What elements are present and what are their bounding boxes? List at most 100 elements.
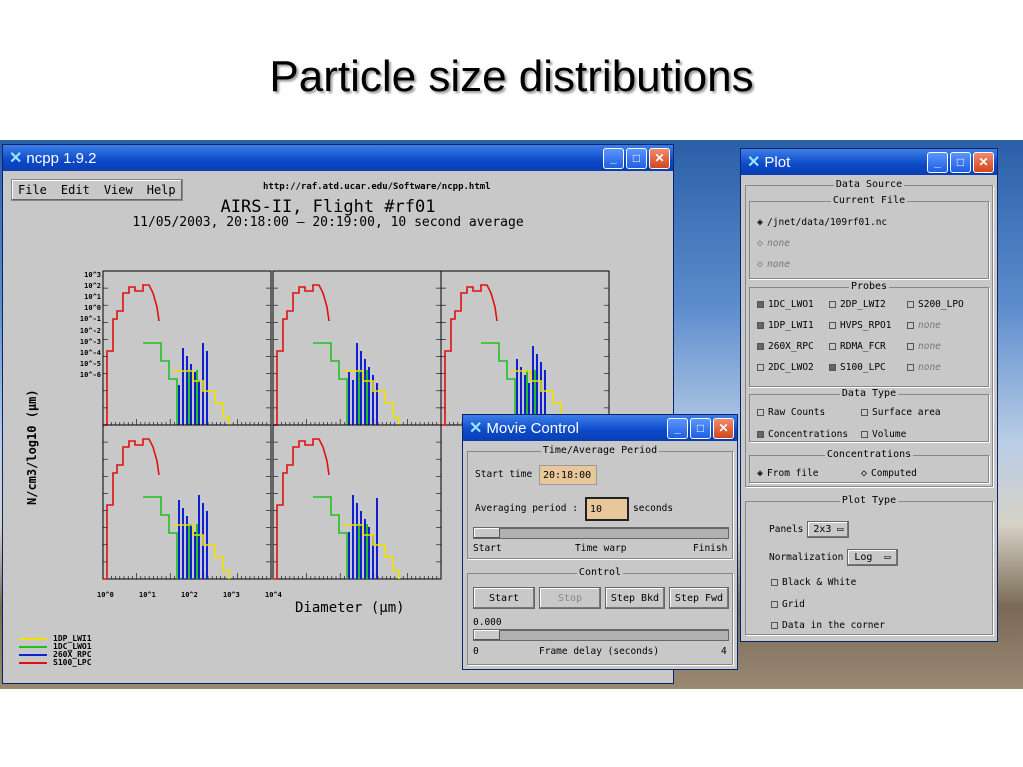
delay-max-label: 4 <box>721 646 727 657</box>
start-time-input[interactable]: 20:18:00 <box>539 465 597 485</box>
probe-checkbox[interactable]: 2DC_LWO2 <box>757 362 814 373</box>
datatype-concentrations[interactable]: Concentrations <box>757 429 848 440</box>
step-forward-button[interactable]: Step Fwd <box>669 587 729 609</box>
minimize-button[interactable]: _ <box>927 151 948 173</box>
radio-icon: ◇ <box>757 238 764 249</box>
y-tick-label: 10^1 <box>84 293 101 302</box>
probe-label: 1DP_LWI1 <box>768 320 814 331</box>
checkbox-icon <box>771 601 778 608</box>
ncpp-titlebar[interactable]: ✕ ncpp 1.9.2 _ □ ✕ <box>3 145 673 171</box>
start-time-label: Start time <box>475 469 533 480</box>
file-option-2[interactable]: ◇ none <box>757 238 790 249</box>
x-tick-label: 10^3 <box>223 591 240 599</box>
frame-delay-slider[interactable] <box>473 629 729 641</box>
current-file-section: Current File <box>749 195 989 279</box>
checkbox-checked-icon <box>757 322 764 329</box>
plot-titlebar[interactable]: ✕ Plot _ □ ✕ <box>741 149 997 175</box>
dropdown-icon: ▭ <box>884 552 891 563</box>
close-button[interactable]: ✕ <box>649 147 670 169</box>
datatype-surface-area[interactable]: Surface area <box>861 407 941 418</box>
probe-label: none <box>918 320 941 331</box>
option-grid[interactable]: Grid <box>771 599 805 610</box>
slider-thumb[interactable] <box>474 528 500 538</box>
checkbox-checked-icon <box>757 301 764 308</box>
probe-checkbox[interactable]: HVPS_RPO1 <box>829 320 891 331</box>
warp-mid-label: Time warp <box>575 543 627 554</box>
time-period-section: Time/Average Period <box>467 445 733 559</box>
probe-checkbox[interactable]: S200_LPO <box>907 299 964 310</box>
checkbox-checked-icon <box>829 364 836 371</box>
file-option-3[interactable]: ◇ none <box>757 259 790 270</box>
stop-button[interactable]: Stop <box>539 587 601 609</box>
menu-help[interactable]: Help <box>146 183 176 197</box>
y-tick-label: 10^-4 <box>79 348 101 357</box>
legend-swatch <box>19 654 47 656</box>
plot-type-section: Plot Type <box>745 495 993 635</box>
movie-titlebar[interactable]: ✕ Movie Control _ □ ✕ <box>463 415 737 441</box>
slider-thumb[interactable] <box>474 630 500 640</box>
maximize-button[interactable]: □ <box>690 417 711 439</box>
minimize-button[interactable]: _ <box>667 417 688 439</box>
y-tick-label: 10^0 <box>84 304 101 313</box>
probe-checkbox[interactable]: 1DP_LWI1 <box>757 320 814 331</box>
averaging-period-input[interactable]: 10 <box>585 497 629 521</box>
radio-selected-icon: ◈ <box>757 468 764 479</box>
probe-label: 260X_RPC <box>768 341 814 352</box>
probe-checkbox[interactable]: 2DP_LWI2 <box>829 299 886 310</box>
ncpp-url: http://raf.atd.ucar.edu/Software/ncpp.ht… <box>263 182 491 192</box>
checkbox-icon <box>861 409 868 416</box>
probe-label: HVPS_RPO1 <box>840 320 892 331</box>
warp-start-label: Start <box>473 543 502 554</box>
legend-swatch <box>19 662 47 664</box>
conc-from-file[interactable]: ◈ From file <box>757 468 819 479</box>
series-1dp-lwi1 <box>173 524 230 579</box>
maximize-button[interactable]: □ <box>950 151 971 173</box>
x-axis-label: Diameter (µm) <box>295 600 405 616</box>
plot-window-title: Plot <box>764 153 791 171</box>
time-warp-slider[interactable] <box>473 527 729 539</box>
radio-selected-icon: ◈ <box>757 217 764 228</box>
probe-checkbox[interactable]: 260X_RPC <box>757 341 814 352</box>
probe-checkbox[interactable]: S100_LPC <box>829 362 886 373</box>
series-1dp-lwi1 <box>343 524 400 579</box>
conc-computed[interactable]: ◇ Computed <box>861 468 917 479</box>
series-1dp-lwi1 <box>173 370 230 425</box>
time-period-header: Time/Average Period <box>540 445 660 456</box>
size-distribution-plots <box>102 270 610 580</box>
ncpp-window-title: ncpp 1.9.2 <box>26 149 97 167</box>
menu-file[interactable]: File <box>18 183 47 197</box>
probe-checkbox[interactable]: none <box>907 320 941 331</box>
legend-swatch <box>19 638 47 640</box>
probe-checkbox[interactable]: none <box>907 362 941 373</box>
maximize-button[interactable]: □ <box>626 147 647 169</box>
probe-label: 1DC_LWO1 <box>768 299 814 310</box>
x-tick-label: 10^1 <box>139 591 156 599</box>
probe-checkbox[interactable]: RDMA_FCR <box>829 341 886 352</box>
panels-select[interactable]: 2x3 ▭ <box>807 521 850 538</box>
datatype-volume[interactable]: Volume <box>861 429 906 440</box>
checkbox-icon <box>771 579 778 586</box>
minimize-button[interactable]: _ <box>603 147 624 169</box>
probe-checkbox[interactable]: none <box>907 341 941 352</box>
option-black-white[interactable]: Black & White <box>771 577 856 588</box>
checkbox-checked-icon <box>757 431 764 438</box>
start-button[interactable]: Start <box>473 587 535 609</box>
file-option-1[interactable]: ◈/jnet/data/109rf01.nc <box>757 217 888 228</box>
averaging-period-label: Averaging period : <box>475 503 578 514</box>
close-button[interactable]: ✕ <box>973 151 994 173</box>
dropdown-icon: ▭ <box>837 524 844 535</box>
checkbox-icon <box>757 409 764 416</box>
option-data-corner[interactable]: Data in the corner <box>771 620 885 631</box>
step-back-button[interactable]: Step Bkd <box>605 587 665 609</box>
plot-title: AIRS-II, Flight #rf01 <box>220 197 436 217</box>
close-button[interactable]: ✕ <box>713 417 734 439</box>
menu-view[interactable]: View <box>103 183 133 197</box>
legend-item: 260X_RPC <box>19 651 92 659</box>
datatype-raw-counts[interactable]: Raw Counts <box>757 407 825 418</box>
movie-window-title: Movie Control <box>486 419 579 437</box>
probe-checkbox[interactable]: 1DC_LWO1 <box>757 299 814 310</box>
normalization-select[interactable]: Log ▭ <box>847 549 898 566</box>
control-header: Control <box>576 567 624 578</box>
warp-end-label: Finish <box>693 543 728 554</box>
menu-edit[interactable]: Edit <box>60 183 90 197</box>
